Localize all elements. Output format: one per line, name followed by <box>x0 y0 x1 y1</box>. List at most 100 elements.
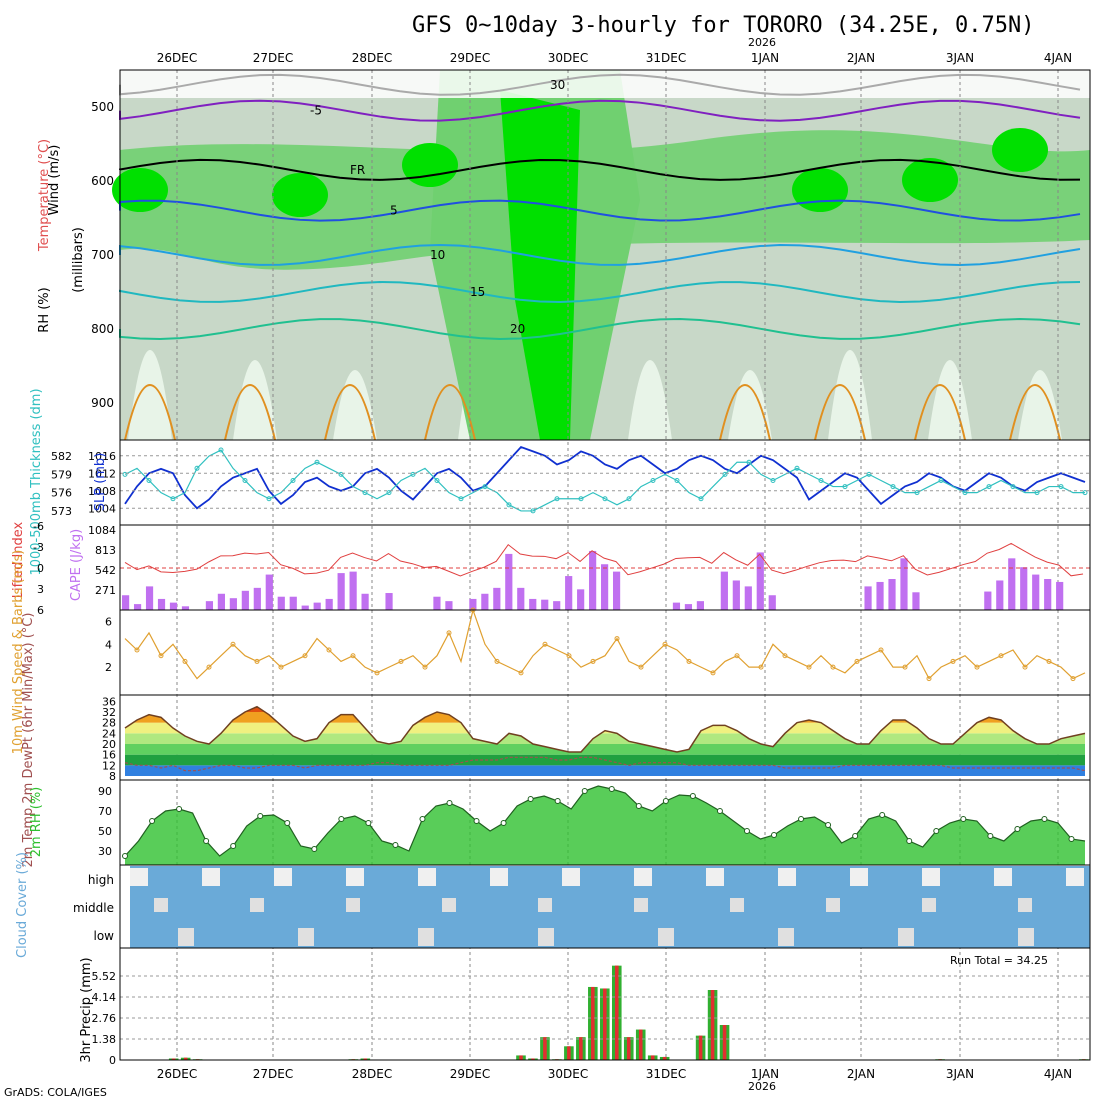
cape-bar <box>265 574 273 610</box>
thickness-point <box>1082 490 1088 496</box>
axis-label-wind: Wind (m/s) <box>47 145 62 216</box>
temp-tick: 32 <box>102 706 116 719</box>
thickness-point <box>986 484 992 490</box>
axis-label-rh2m: 2m RH (%) <box>29 787 44 858</box>
cape-bar <box>157 598 166 610</box>
cape-bar <box>996 580 1004 610</box>
wind-speed-point <box>398 658 404 664</box>
rh2m-tick: 30 <box>98 845 112 858</box>
cape-bar <box>1044 579 1052 610</box>
isotherm-warm <box>224 384 276 441</box>
isotherm-line <box>119 199 1081 222</box>
thickness-point <box>386 490 392 496</box>
rh2m-point <box>635 803 642 809</box>
wind-speed-point <box>686 658 692 664</box>
isotherm-line <box>119 318 1081 340</box>
isotherm-warm <box>719 384 771 441</box>
wind-speed-point <box>782 653 788 659</box>
wind-speed-point <box>134 647 140 653</box>
thickness-point <box>890 484 896 490</box>
wind-speed-point <box>182 658 188 664</box>
cloud-clear-cell <box>658 928 674 946</box>
isotherm-warm <box>124 384 176 441</box>
rh2m-area <box>125 786 1085 865</box>
cloud-clear-cell <box>538 898 552 912</box>
cape-bar <box>325 598 333 610</box>
footer-credit: GrADS: COLA/IGES <box>4 1086 107 1099</box>
cloud-clear-cell <box>202 868 220 886</box>
cloud-clear-cell <box>490 868 508 886</box>
wind-speed-point <box>662 641 668 647</box>
rh2m-point <box>689 793 696 799</box>
thickness-point <box>482 484 488 490</box>
cloud-clear-cell <box>1018 898 1032 912</box>
isotherm-warm <box>1009 384 1061 441</box>
cape-bar <box>888 579 896 610</box>
cape-bar <box>696 601 704 610</box>
thickness-point <box>962 490 968 496</box>
thickness-point <box>266 496 272 502</box>
temp-line <box>124 705 1086 753</box>
axis-label-thickness: 1000-500mb Thickness (dm) <box>29 388 44 575</box>
slp-tick: 1012 <box>88 467 116 480</box>
cloud-level-label: high <box>88 873 114 887</box>
lifted-tick: 6 <box>37 604 44 617</box>
cape-bar <box>1008 558 1016 610</box>
date-label-bottom: 3JAN <box>946 1067 974 1081</box>
date-label-bottom: 1JAN <box>751 1067 779 1081</box>
pressure-tick: 700 <box>91 248 114 262</box>
date-label-top: 2JAN <box>847 51 875 65</box>
thickness-point <box>914 490 920 496</box>
wind-speed-point <box>542 641 548 647</box>
rh2m-point <box>771 832 778 838</box>
cape-bar <box>301 605 309 610</box>
axis-label-cape: CAPE (J/kg) <box>69 529 84 601</box>
rh2m-point <box>879 812 886 818</box>
cape-bar <box>361 593 369 610</box>
isotherm-label: 30 <box>550 78 565 92</box>
axis-label-rh: RH (%) <box>37 287 52 332</box>
rh-dry-region <box>128 350 172 440</box>
temp-tick: 24 <box>102 727 116 740</box>
wind-tick: 4 <box>105 638 112 651</box>
date-label-bottom: 26DEC <box>157 1067 197 1081</box>
thickness-point <box>290 477 296 483</box>
precip-convective-bar <box>626 1037 631 1060</box>
axis-label-precip: 3hr Precip (mm) <box>79 957 94 1062</box>
temp-tick: 36 <box>102 695 116 708</box>
rh2m-point <box>392 842 399 848</box>
cloud-clear-cell <box>1018 928 1034 946</box>
precip-convective-bar <box>171 1058 176 1060</box>
wind-tick: 2 <box>105 661 112 674</box>
thickness-point <box>722 471 728 477</box>
cape-bar <box>445 601 453 610</box>
cape-bar <box>229 598 237 610</box>
temp-tick: 16 <box>102 749 116 762</box>
cape-bar <box>672 602 681 610</box>
thickness-point <box>842 484 848 490</box>
wind-speed-point <box>566 653 572 659</box>
rh2m-tick: 70 <box>98 805 112 818</box>
date-label-top: 31DEC <box>646 51 686 65</box>
rh2m-point <box>122 853 128 859</box>
cape-bar <box>481 593 489 610</box>
isotherm-line <box>119 281 1081 303</box>
thickness-tick: 582 <box>51 450 72 463</box>
axis-label-temp: 2m Temp 2m DewPt (6hr Min/Max) (°C) <box>21 613 36 868</box>
isotherm-line <box>119 73 1081 96</box>
isotherm-warm <box>914 384 966 441</box>
wind-speed-point <box>446 630 452 636</box>
cloud-clear-cell <box>850 868 868 886</box>
cape-bar <box>145 586 154 610</box>
thickness-point <box>458 496 464 502</box>
precip-convective-bar <box>531 1058 535 1060</box>
rh-saturated-cell <box>992 128 1048 172</box>
wind-speed-point <box>518 670 524 676</box>
axis-label-millibars: (millibars) <box>71 227 86 293</box>
temp-band <box>125 765 1085 776</box>
cape-bar <box>720 571 728 610</box>
wind-speed-point <box>230 641 236 647</box>
precip-tick: 4.14 <box>92 991 117 1004</box>
rh-dry-region <box>928 360 972 440</box>
cape-bar <box>133 604 142 610</box>
